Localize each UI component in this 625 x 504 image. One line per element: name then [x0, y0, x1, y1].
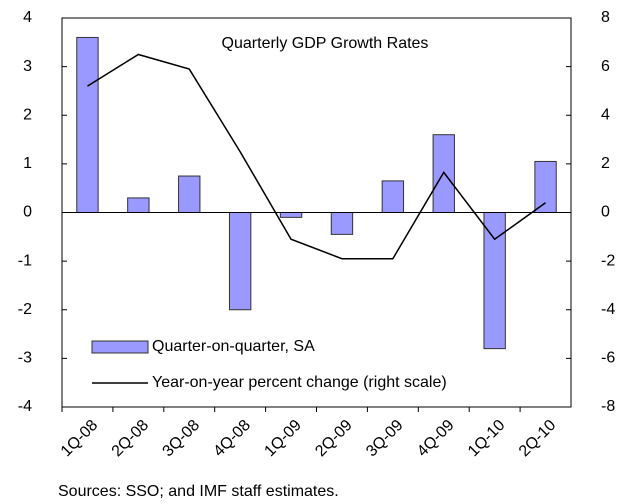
x-tick-label: 2Q-09	[312, 417, 356, 461]
bar	[279, 212, 303, 218]
y-tick-label: -4	[18, 398, 32, 415]
y2-tick-label: 4	[601, 106, 610, 123]
bar	[483, 212, 506, 350]
x-tick-label: 2Q-08	[109, 417, 153, 461]
y2-tick-label: -4	[601, 301, 615, 318]
bar	[178, 175, 201, 213]
bar	[228, 212, 252, 311]
bar	[381, 180, 405, 214]
y2-tick-label: -2	[601, 252, 615, 269]
y-tick-label: 2	[23, 106, 32, 123]
y-tick-label: -1	[18, 252, 32, 269]
x-tick-label: 4Q-08	[210, 417, 254, 461]
chart-title: Quarterly GDP Growth Rates	[222, 35, 429, 52]
y-tick-label: 4	[23, 9, 32, 26]
y-tick-label: -2	[18, 301, 32, 318]
y2-tick-label: 8	[601, 9, 610, 26]
y2-tick-label: -8	[601, 398, 615, 415]
bar	[330, 212, 354, 235]
x-tick-label: 4Q-09	[414, 417, 458, 461]
line	[87, 53, 546, 260]
x-tick-label: 1Q-09	[261, 417, 305, 461]
bar	[76, 36, 99, 214]
legend-label: Year-on-year percent change (right scale…	[152, 374, 447, 391]
source-note: Sources: SSO; and IMF staff estimates.	[58, 483, 339, 500]
x-tick-label: 3Q-08	[160, 417, 204, 461]
x-tick-label: 2Q-10	[516, 417, 560, 461]
bar	[127, 197, 150, 214]
x-tick-label: 3Q-09	[363, 417, 407, 461]
y2-tick-label: 6	[601, 58, 610, 75]
x-tick-label: 1Q-08	[58, 417, 102, 461]
legend-label: Quarter-on-quarter, SA	[152, 338, 315, 355]
y-tick-label: -3	[18, 350, 32, 367]
y-tick-label: 1	[23, 155, 32, 172]
y2-tick-label: -6	[601, 350, 615, 367]
y2-tick-label: 2	[601, 155, 610, 172]
y-tick-label: 0	[23, 204, 32, 221]
y-tick-label: 3	[23, 58, 32, 75]
bar	[534, 160, 557, 214]
x-tick-label: 1Q-10	[465, 417, 509, 461]
y2-tick-label: 0	[601, 204, 610, 221]
legend-swatch	[91, 340, 149, 354]
